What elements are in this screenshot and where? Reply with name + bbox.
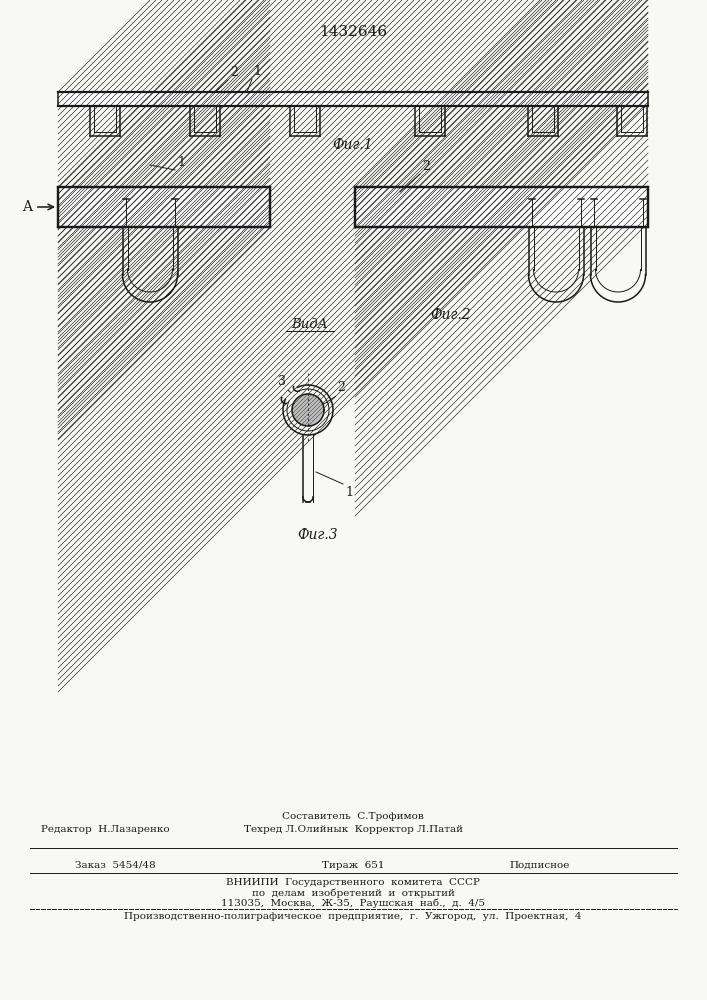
- Text: Заказ  5454/48: Заказ 5454/48: [75, 861, 156, 870]
- Text: A: A: [22, 200, 54, 214]
- Bar: [58, 187, 270, 227]
- Text: Редактор  Н.Лазаренко: Редактор Н.Лазаренко: [41, 825, 169, 834]
- Text: 1: 1: [345, 486, 353, 499]
- Bar: [58, 92, 648, 106]
- Text: Тираж  651: Тираж 651: [322, 861, 384, 870]
- Text: ВидА: ВидА: [292, 318, 328, 331]
- Text: Техред Л.Олийнык  Корректор Л.Патай: Техред Л.Олийнык Корректор Л.Патай: [243, 825, 462, 834]
- Bar: [355, 187, 648, 227]
- Text: 2: 2: [230, 66, 238, 79]
- Text: 1: 1: [253, 65, 261, 78]
- Text: 2: 2: [337, 381, 345, 394]
- Text: 1: 1: [177, 156, 185, 169]
- Text: Составитель  С.Трофимов: Составитель С.Трофимов: [282, 812, 424, 821]
- Text: 3: 3: [279, 375, 286, 388]
- Text: по  делам  изобретений  и  открытий: по делам изобретений и открытий: [252, 888, 455, 898]
- Text: Фиг.2: Фиг.2: [430, 308, 471, 322]
- Text: ВНИИПИ  Государственного  комитета  СССР: ВНИИПИ Государственного комитета СССР: [226, 878, 480, 887]
- Polygon shape: [292, 394, 324, 426]
- Text: Фиг.3: Фиг.3: [298, 528, 339, 542]
- Text: Фиг.1: Фиг.1: [333, 138, 373, 152]
- Text: 1432646: 1432646: [319, 25, 387, 39]
- Text: 113035,  Москва,  Ж-35,  Раушская  наб.,  д.  4/5: 113035, Москва, Ж-35, Раушская наб., д. …: [221, 898, 485, 908]
- Text: Производственно-полиграфическое  предприятие,  г.  Ужгород,  ул.  Проектная,  4: Производственно-полиграфическое предприя…: [124, 912, 582, 921]
- Text: Подписное: Подписное: [510, 861, 570, 870]
- Text: 2: 2: [422, 160, 430, 173]
